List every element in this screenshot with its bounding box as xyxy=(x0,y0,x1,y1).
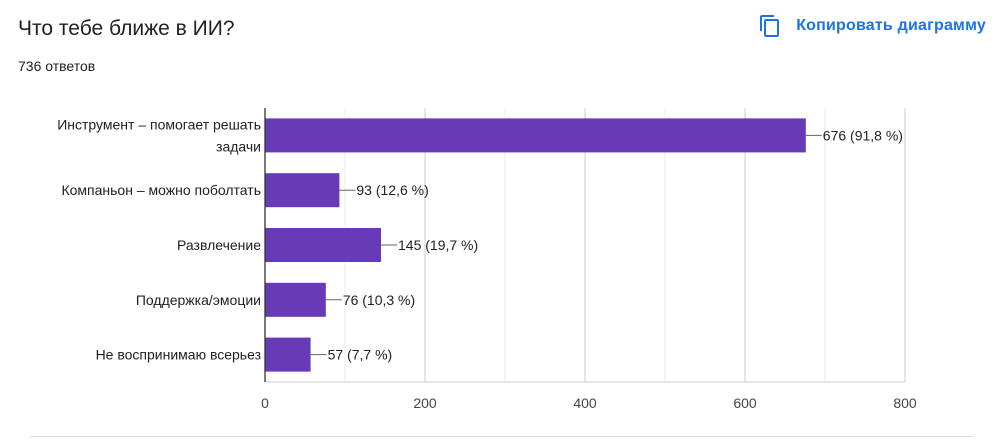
value-label: 145 (19,7 %) xyxy=(398,237,478,253)
response-count: 736 ответов xyxy=(18,58,96,74)
bar xyxy=(265,118,806,153)
category-label: Инструмент – помогает решать задачи xyxy=(57,116,261,154)
bar xyxy=(265,337,311,372)
category-label: Не воспринимаю всерьез xyxy=(96,347,261,363)
copy-chart-button[interactable]: Копировать диаграмму xyxy=(758,8,986,44)
value-label: 676 (91,8 %) xyxy=(823,127,903,143)
x-tick-label: 0 xyxy=(261,395,269,411)
x-tick-label: 400 xyxy=(573,395,597,411)
copy-chart-label: Копировать диаграмму xyxy=(796,17,986,34)
category-label-line: Развлечение xyxy=(177,237,261,253)
chart-title: Что тебе ближе в ИИ? xyxy=(18,17,235,40)
category-label-line: задачи xyxy=(216,138,261,154)
category-label: Развлечение xyxy=(177,237,261,253)
category-label-line: Компаньон – можно поболтать xyxy=(61,182,261,198)
x-tick-label: 600 xyxy=(733,395,757,411)
bar xyxy=(265,282,326,317)
x-tick-label: 800 xyxy=(893,395,917,411)
category-label-line: Инструмент – помогает решать xyxy=(57,116,261,132)
x-tick-label: 200 xyxy=(413,395,437,411)
value-label: 93 (12,6 %) xyxy=(356,182,428,198)
bottom-divider xyxy=(30,436,974,437)
category-label-line: Поддержка/эмоции xyxy=(136,292,261,308)
value-label: 57 (7,7 %) xyxy=(328,347,393,363)
category-label: Поддержка/эмоции xyxy=(136,292,261,308)
value-label: 76 (10,3 %) xyxy=(343,292,415,308)
category-label-line: Не воспринимаю всерьез xyxy=(96,347,261,363)
bar xyxy=(265,173,340,208)
copy-icon xyxy=(758,14,782,38)
category-label: Компаньон – можно поболтать xyxy=(61,182,261,198)
bar xyxy=(265,228,381,262)
